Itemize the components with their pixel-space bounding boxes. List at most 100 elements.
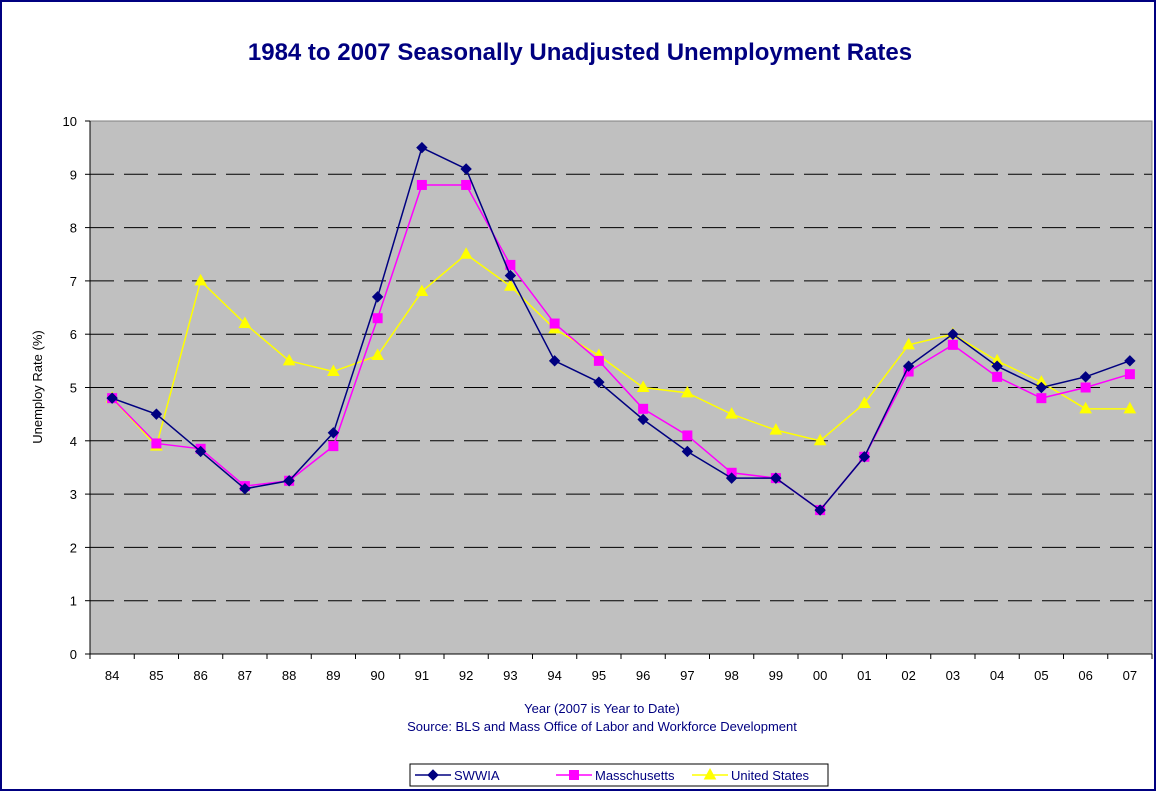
data-point-masschusetts — [682, 430, 693, 441]
data-point-swwia — [1035, 381, 1048, 394]
x-tick-label: 95 — [592, 668, 606, 683]
data-point-swwia — [327, 427, 340, 439]
data-point-masschusetts — [1124, 369, 1135, 380]
data-point-swwia — [283, 475, 295, 487]
data-point-swwia — [150, 408, 163, 420]
data-point-swwia — [725, 472, 738, 484]
data-point-masschusetts — [416, 179, 427, 190]
x-tick-label: 98 — [724, 668, 738, 683]
y-tick-label: 1 — [70, 594, 77, 609]
data-point-masschusetts — [1036, 393, 1047, 404]
x-tick-label: 91 — [415, 668, 429, 683]
data-point-masschusetts — [328, 441, 339, 452]
data-point-swwia — [416, 141, 428, 154]
x-tick-label: 05 — [1034, 668, 1048, 683]
data-point-united-states — [327, 364, 340, 377]
data-point-masschusetts — [151, 438, 162, 449]
chart-title: 1984 to 2007 Seasonally Unadjusted Unemp… — [248, 39, 912, 66]
data-point-swwia — [460, 163, 472, 175]
data-point-masschusetts — [461, 179, 472, 190]
data-point-masschusetts — [638, 403, 649, 414]
y-tick-label: 4 — [70, 434, 77, 449]
y-axis-title: Unemploy Rate (%) — [30, 330, 45, 443]
y-tick-label: 2 — [70, 540, 77, 555]
data-point-united-states — [725, 407, 738, 419]
data-point-united-states — [282, 353, 296, 366]
data-point-swwia — [548, 355, 561, 367]
legend-label-united-states: United States — [731, 768, 810, 783]
x-tick-label: 03 — [946, 668, 960, 683]
data-point-masschusetts — [549, 318, 560, 329]
x-tick-label: 90 — [370, 668, 384, 683]
data-point-masschusetts — [1080, 382, 1091, 393]
x-tick-label: 97 — [680, 668, 694, 683]
data-point-united-states — [636, 380, 650, 392]
x-tick-label: 02 — [901, 668, 915, 683]
data-point-united-states — [1079, 401, 1092, 414]
legend-box — [409, 763, 829, 787]
data-point-swwia — [239, 483, 251, 495]
x-tick-label: 88 — [282, 668, 296, 683]
data-point-united-states — [769, 423, 783, 435]
x-tick-label: 07 — [1123, 668, 1137, 683]
y-tick-label: 10 — [63, 114, 77, 129]
legend-marker-masschusetts — [569, 770, 579, 780]
x-tick-label: 86 — [193, 668, 207, 683]
data-point-swwia — [991, 360, 1003, 372]
legend-label-swwia: SWWIA — [454, 768, 500, 783]
data-point-swwia — [106, 392, 118, 404]
data-point-masschusetts — [992, 371, 1003, 382]
x-tick-label: 01 — [857, 668, 871, 683]
data-point-swwia — [814, 504, 826, 516]
data-point-masschusetts — [372, 313, 383, 324]
data-point-united-states — [681, 385, 694, 398]
data-point-swwia — [593, 376, 605, 388]
data-point-swwia — [1079, 371, 1092, 383]
legend-marker-swwia — [427, 769, 439, 781]
y-tick-label: 8 — [70, 221, 77, 236]
y-tick-label: 0 — [70, 647, 77, 662]
data-point-united-states — [459, 247, 473, 259]
data-point-united-states — [371, 348, 384, 361]
x-tick-label: 89 — [326, 668, 340, 683]
data-point-masschusetts — [593, 355, 604, 366]
data-point-swwia — [681, 445, 694, 458]
y-tick-label: 7 — [70, 274, 77, 289]
data-point-swwia — [1124, 355, 1136, 367]
x-tick-label: 04 — [990, 668, 1004, 683]
data-point-united-states — [194, 273, 207, 286]
data-point-united-states — [813, 433, 827, 446]
data-point-united-states — [858, 396, 871, 408]
x-tick-label: 92 — [459, 668, 473, 683]
x-tick-label: 00 — [813, 668, 827, 683]
x-tick-label: 96 — [636, 668, 650, 683]
data-point-masschusetts — [947, 339, 958, 350]
x-tick-label: 99 — [769, 668, 783, 683]
data-point-swwia — [371, 291, 384, 303]
data-point-united-states — [415, 284, 429, 297]
y-tick-label: 6 — [70, 327, 77, 342]
legend-marker-united-states — [703, 767, 717, 780]
y-tick-label: 3 — [70, 487, 77, 502]
legend-label-masschusetts: Masschusetts — [595, 768, 675, 783]
legend: SWWIA Masschusetts United States — [409, 763, 829, 787]
data-point-swwia — [902, 360, 915, 372]
x-tick-label: 93 — [503, 668, 517, 683]
data-point-united-states — [902, 337, 915, 350]
data-point-swwia — [194, 445, 207, 458]
x-tick-label: 87 — [238, 668, 252, 683]
x-tick-label: 94 — [547, 668, 561, 683]
data-point-united-states — [238, 316, 252, 329]
x-tick-label: 85 — [149, 668, 163, 683]
x-tick-label: 06 — [1078, 668, 1092, 683]
x-tick-label: 84 — [105, 668, 119, 683]
source-note: Source: BLS and Mass Office of Labor and… — [407, 719, 797, 734]
y-tick-label: 5 — [70, 381, 77, 396]
y-tick-label: 9 — [70, 167, 77, 182]
data-point-swwia — [637, 413, 649, 426]
data-point-swwia — [770, 472, 782, 484]
x-axis-title: Year (2007 is Year to Date) — [524, 701, 680, 716]
data-point-united-states — [1123, 401, 1137, 414]
